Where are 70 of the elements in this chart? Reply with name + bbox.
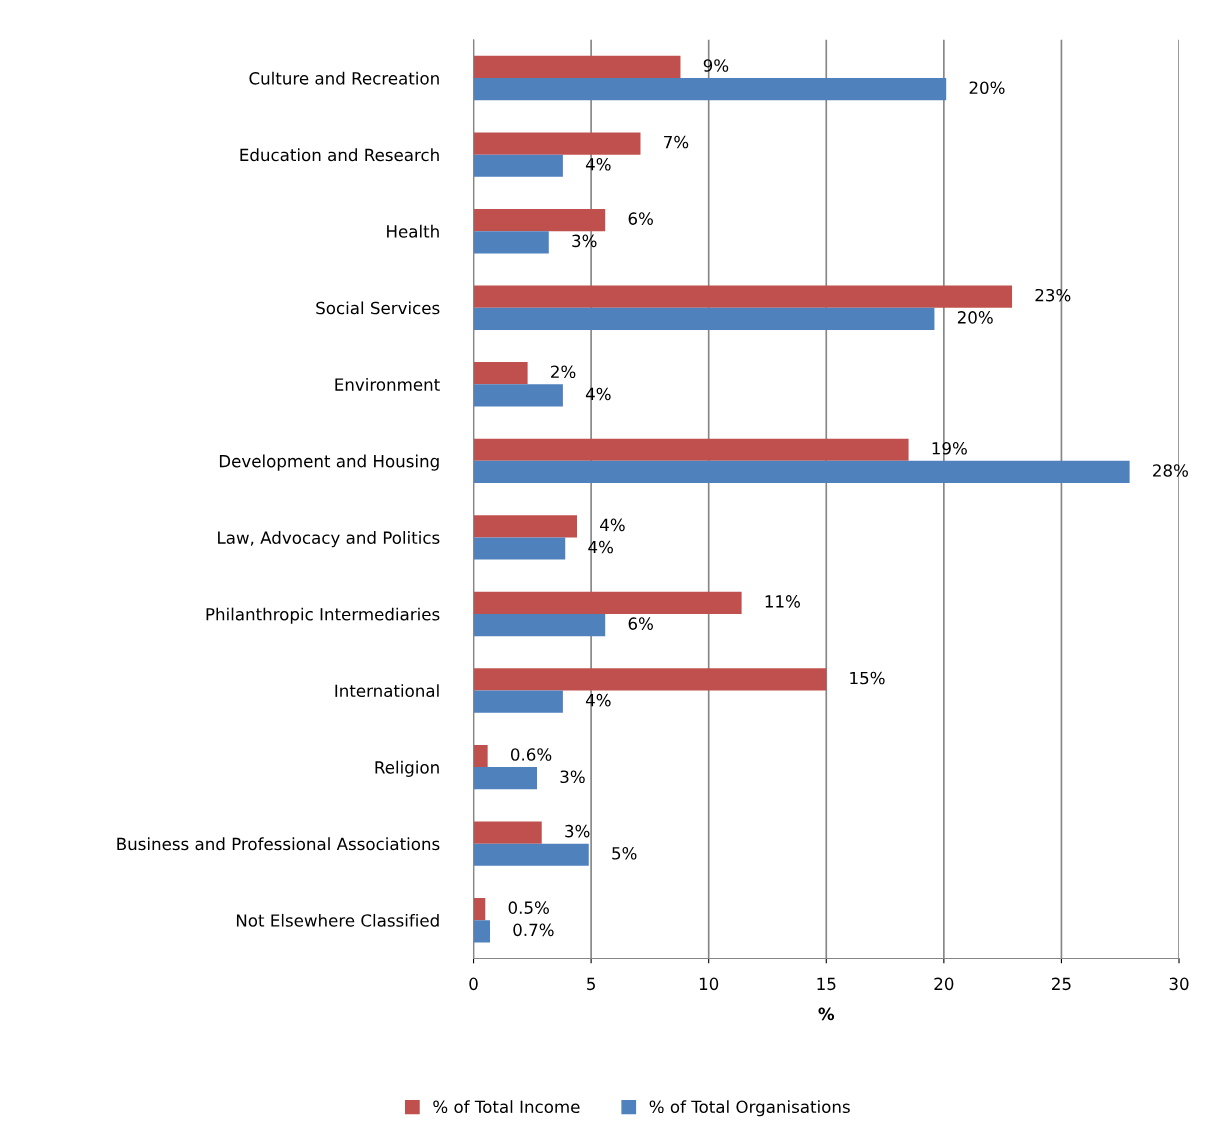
legend-label: % of Total Organisations <box>649 1100 850 1117</box>
y-tick-label: Health <box>387 224 439 238</box>
bar <box>473 384 563 407</box>
data-label: 20% <box>957 311 993 324</box>
bar <box>473 591 742 614</box>
x-tick-label: 25 <box>1052 977 1071 991</box>
data-label: 4% <box>585 387 611 401</box>
bar <box>473 132 641 155</box>
bar <box>473 537 566 560</box>
bar <box>473 78 947 101</box>
y-tick-label: International <box>335 684 439 698</box>
x-tick-label: 5 <box>587 977 595 991</box>
bar <box>473 208 606 232</box>
y-tick-label: Business and Professional Associations <box>117 837 440 851</box>
data-label: 0.5% <box>508 901 549 914</box>
y-tick-label: Not Elsewhere Classified <box>236 913 439 927</box>
x-tick-label: 0 <box>469 977 478 991</box>
data-label: 4% <box>585 157 611 171</box>
data-label: 28% <box>1153 464 1188 477</box>
data-label: 4% <box>588 540 613 554</box>
y-tick-label: Law, Advocacy and Politics <box>218 531 440 548</box>
bar <box>473 362 528 385</box>
data-label: 15% <box>850 671 885 685</box>
x-tick-label: 15 <box>817 977 836 991</box>
data-label: 0.7% <box>513 923 554 937</box>
data-label: 6% <box>628 212 653 225</box>
bar <box>473 767 538 790</box>
data-label: 23% <box>1035 288 1071 302</box>
data-label: 7% <box>664 135 689 149</box>
bar <box>473 55 681 79</box>
y-tick-label: Culture and Recreation <box>249 71 439 85</box>
bar <box>473 154 563 177</box>
bar <box>473 307 935 330</box>
y-tick-label: Social Services <box>316 301 440 315</box>
bar <box>473 843 589 866</box>
data-label: 0.6% <box>510 748 552 761</box>
y-tick-label: Religion <box>375 760 439 777</box>
bar <box>473 920 490 943</box>
data-label: 6% <box>628 617 653 630</box>
x-tick-label: 10 <box>699 977 719 991</box>
bar <box>473 285 1013 308</box>
bar <box>473 438 909 461</box>
data-label: 5% <box>612 846 637 860</box>
bar <box>473 668 827 691</box>
data-label: 3% <box>560 770 585 784</box>
data-label: 3% <box>572 234 597 248</box>
data-label: 3% <box>565 824 590 838</box>
data-label: 4% <box>600 518 625 532</box>
bar <box>473 515 578 538</box>
data-label: 4% <box>585 693 611 707</box>
bar <box>473 898 486 921</box>
y-tick-label: Development and Housing <box>219 454 439 471</box>
x-axis-title: % <box>818 1007 835 1021</box>
y-tick-label: Philanthropic Intermediaries <box>206 607 440 624</box>
x-tick-label: 30 <box>1169 977 1189 991</box>
bar <box>473 821 542 844</box>
data-label: 11% <box>765 595 800 608</box>
legend-label: % of Total Income <box>433 1100 580 1114</box>
y-tick-label: Education and Research <box>240 148 439 162</box>
bar <box>473 231 549 254</box>
bar <box>473 613 606 637</box>
bar <box>473 690 563 713</box>
data-label: 19% <box>932 441 967 455</box>
x-tick-label: 20 <box>934 977 954 991</box>
data-label: 20% <box>969 81 1005 95</box>
y-tick-label: Environment <box>335 377 440 391</box>
bar <box>473 744 488 768</box>
data-label: 2% <box>551 365 576 379</box>
data-label: 9% <box>703 59 729 72</box>
bar <box>473 460 1130 484</box>
